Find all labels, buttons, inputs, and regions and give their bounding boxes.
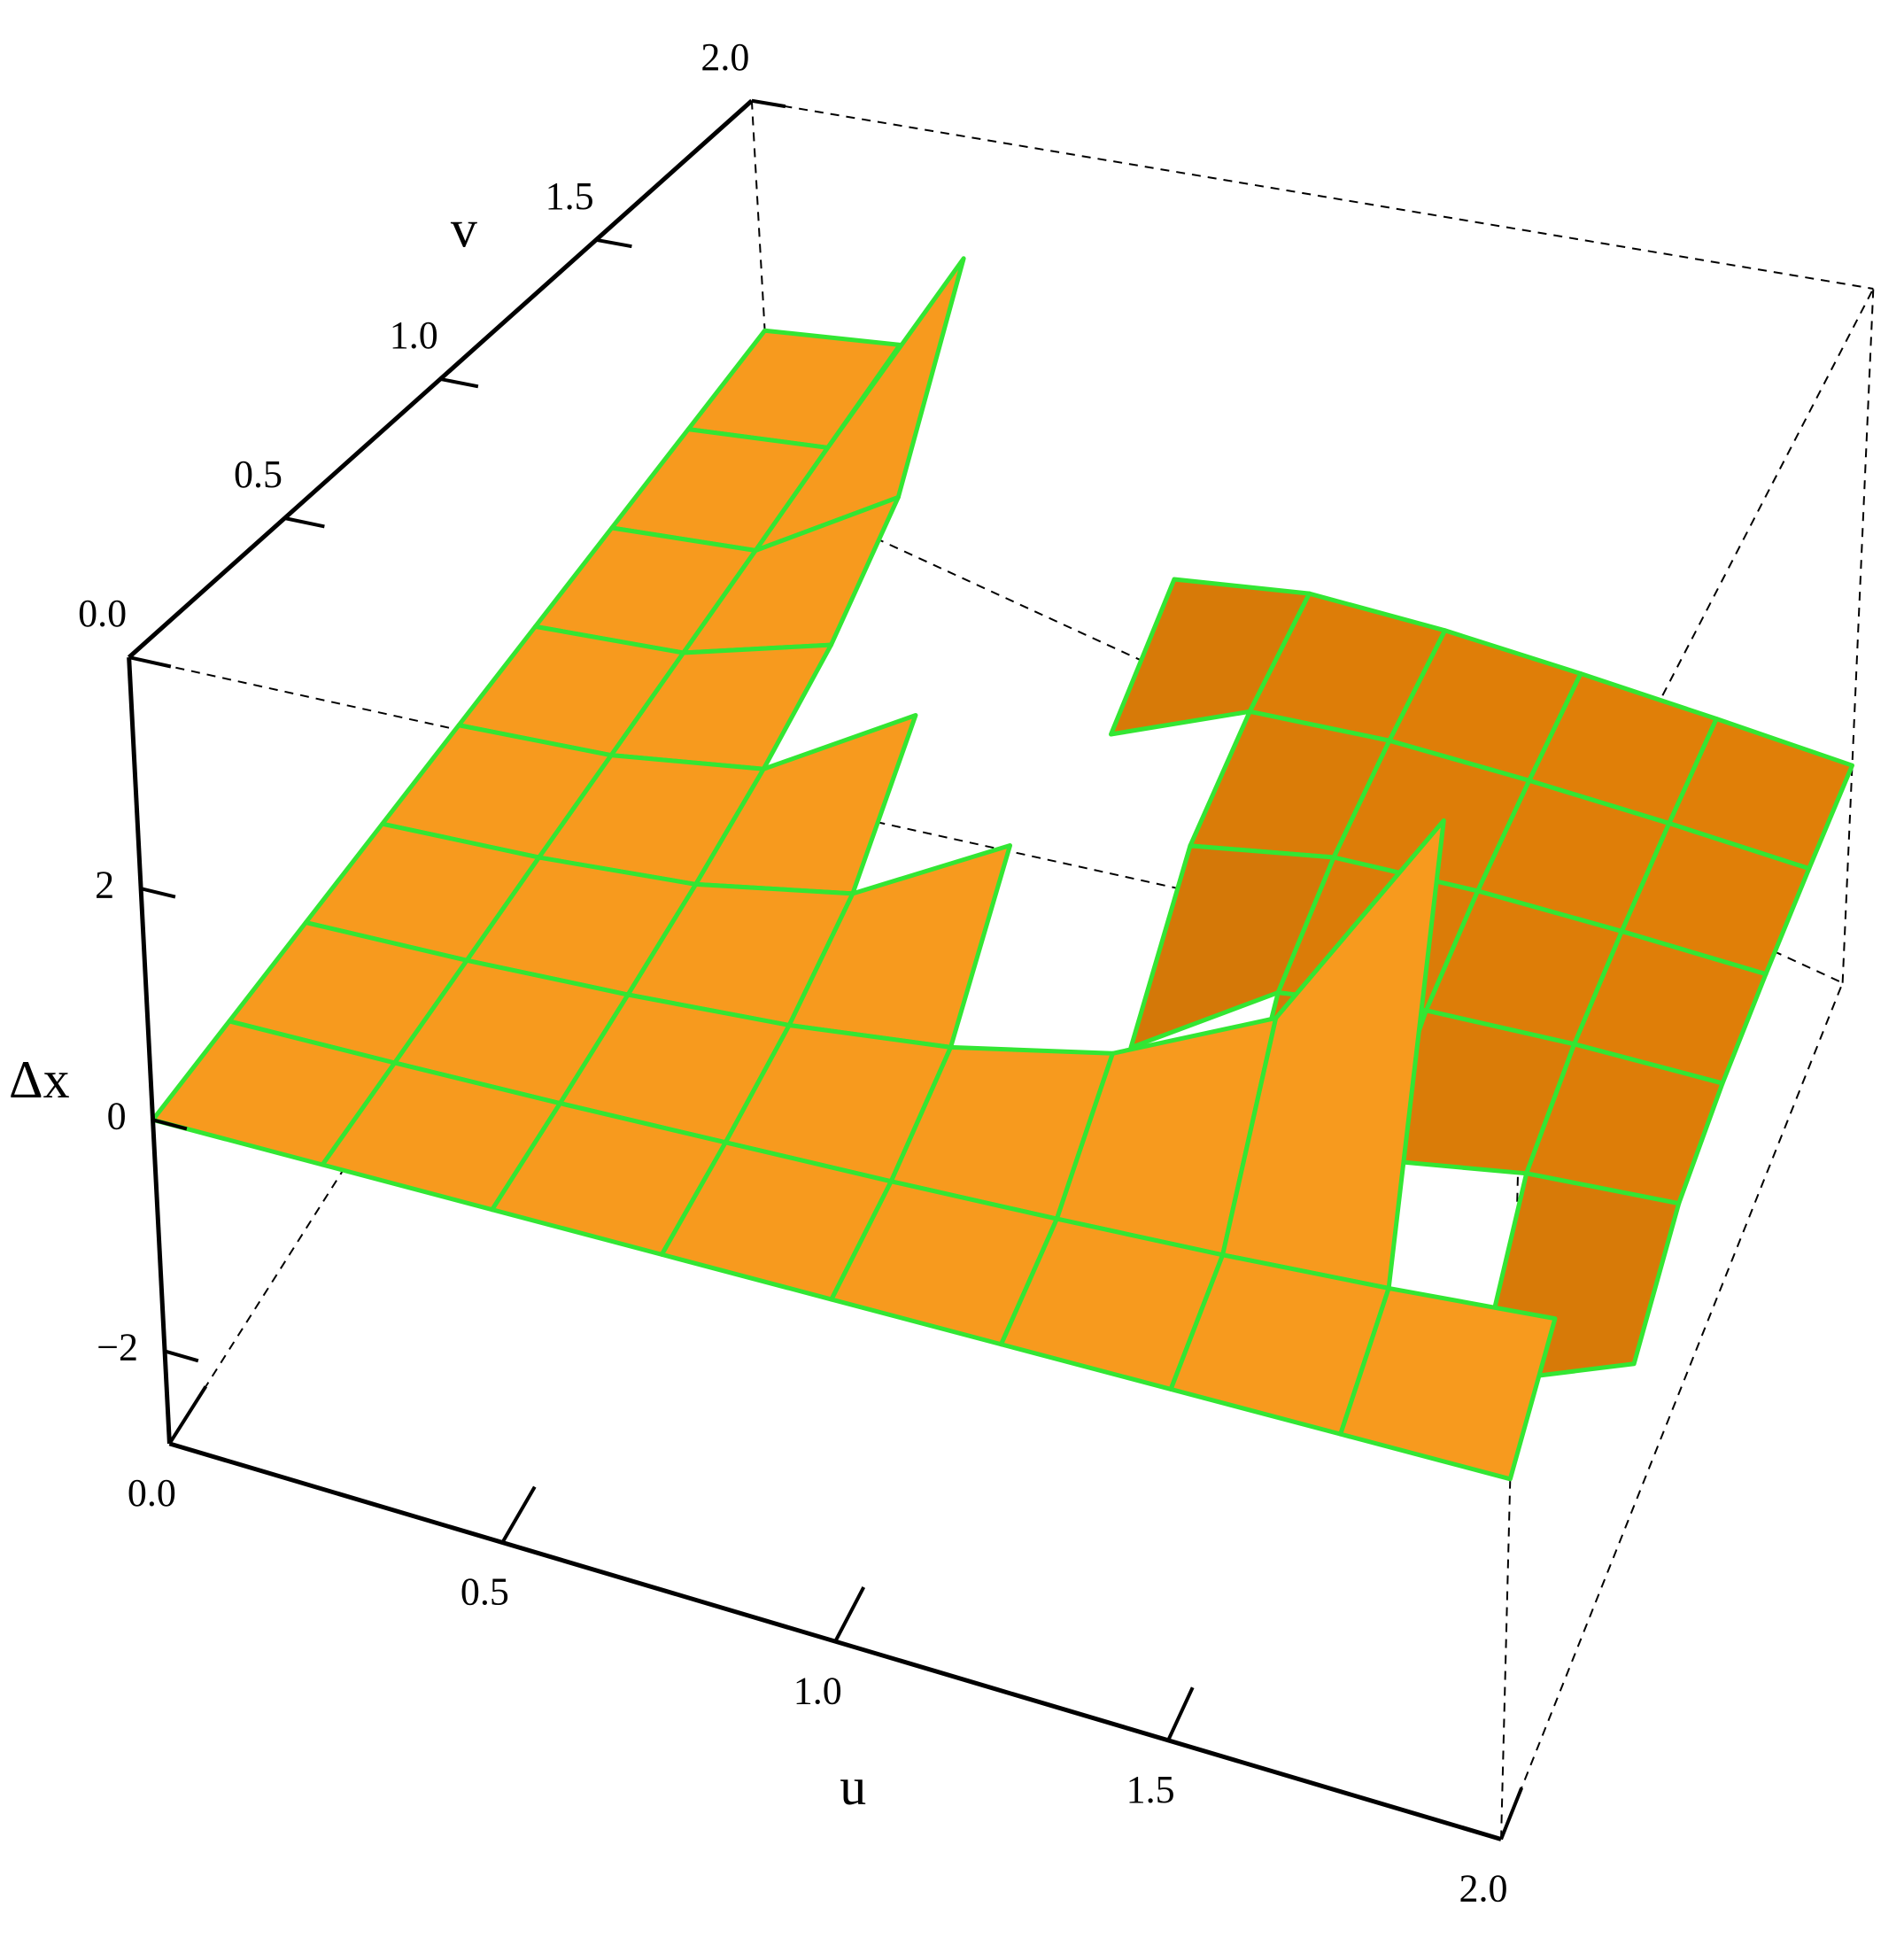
surface-patch: [1338, 1285, 1558, 1482]
x-axis-line: [168, 1441, 1502, 1841]
y-tick-label: 0.5: [234, 453, 283, 496]
z-axis-line: [127, 656, 172, 1444]
z-tick-label: 2: [95, 863, 114, 906]
x-tick: [1499, 1787, 1524, 1841]
y-tick: [439, 376, 479, 389]
y-tick: [284, 516, 325, 529]
y-tick: [128, 655, 172, 669]
x-tick-label: 0.5: [461, 1570, 509, 1614]
y-tick-label: 0.0: [78, 592, 127, 635]
axes: 0.0 0.5 1.0 1.5 2.0 0.0 0.5 1.0 1.5 2.0 −2 0 2 u v Δx: [9, 35, 1524, 1911]
x-tick-label: 1.0: [793, 1669, 842, 1712]
box-edge: [751, 99, 1874, 290]
x-tick: [833, 1585, 866, 1643]
x-tick-label: 0.0: [128, 1471, 176, 1515]
x-tick-label: 2.0: [1459, 1867, 1508, 1911]
x-tick: [1166, 1686, 1195, 1741]
y-tick: [751, 98, 786, 109]
x-tick-label: 1.5: [1126, 1768, 1175, 1811]
x-axis-label: u: [840, 1757, 866, 1816]
x-tick: [167, 1385, 208, 1445]
x-tick: [500, 1485, 537, 1544]
z-tick-label: −2: [97, 1325, 138, 1368]
z-axis-label: Δx: [9, 1050, 70, 1109]
surface: [151, 256, 1855, 1482]
z-tick: [164, 1349, 199, 1363]
y-axis-label: v: [451, 200, 477, 259]
z-tick-label: 0: [107, 1094, 127, 1137]
y-axis-line: [127, 98, 754, 659]
z-tick: [152, 1118, 188, 1131]
box-edge: [1500, 982, 1844, 1840]
box-edge: [1841, 288, 1875, 983]
y-tick-label: 1.0: [390, 314, 438, 357]
y-tick-label: 1.5: [546, 174, 594, 218]
y-tick: [595, 237, 632, 249]
y-tick-label: 2.0: [700, 35, 749, 79]
z-tick: [140, 887, 176, 899]
